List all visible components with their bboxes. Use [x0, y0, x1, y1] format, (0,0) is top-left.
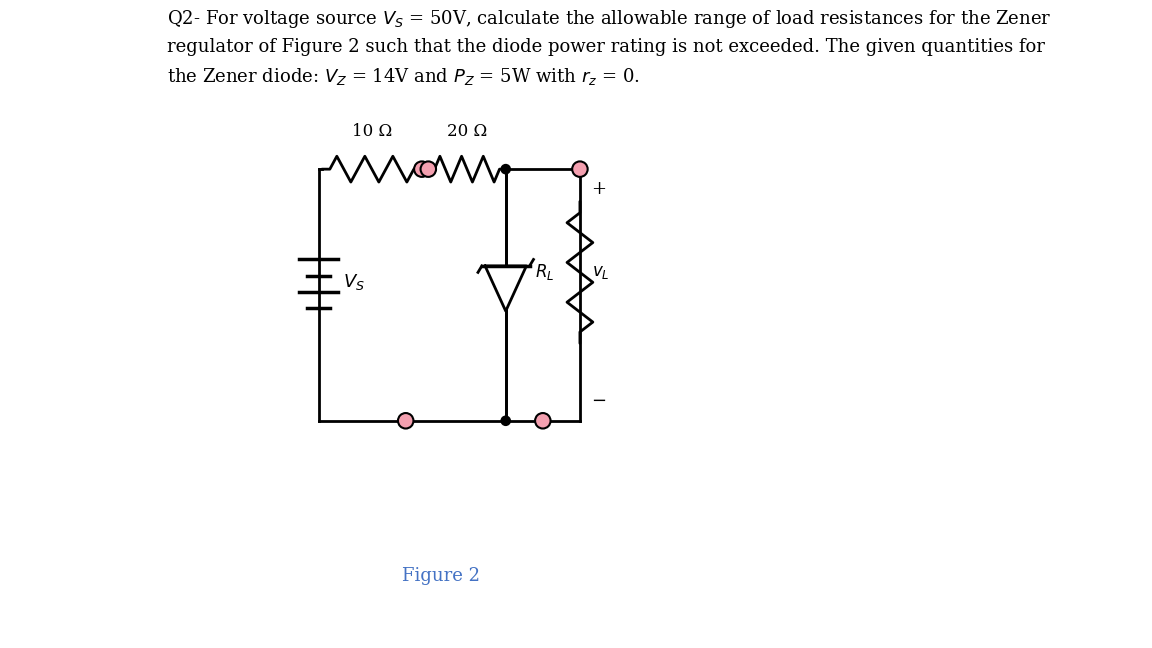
- Circle shape: [501, 165, 510, 174]
- Text: −: −: [591, 393, 607, 410]
- Circle shape: [535, 413, 551, 428]
- Text: +: +: [591, 179, 607, 198]
- Circle shape: [573, 161, 588, 177]
- Text: $V_S$: $V_S$: [343, 272, 365, 292]
- Circle shape: [501, 417, 510, 425]
- Circle shape: [397, 413, 414, 428]
- Text: $R_L$: $R_L$: [535, 262, 554, 283]
- Text: $v_L$: $v_L$: [591, 264, 609, 281]
- Polygon shape: [485, 266, 526, 311]
- Text: Figure 2: Figure 2: [402, 566, 480, 584]
- Text: 10 Ω: 10 Ω: [351, 123, 392, 140]
- Text: Q2- For voltage source $V_S$ = 50V, calculate the allowable range of load resist: Q2- For voltage source $V_S$ = 50V, calc…: [167, 8, 1052, 87]
- Text: 20 Ω: 20 Ω: [447, 123, 487, 140]
- Circle shape: [420, 161, 437, 177]
- Circle shape: [414, 161, 430, 177]
